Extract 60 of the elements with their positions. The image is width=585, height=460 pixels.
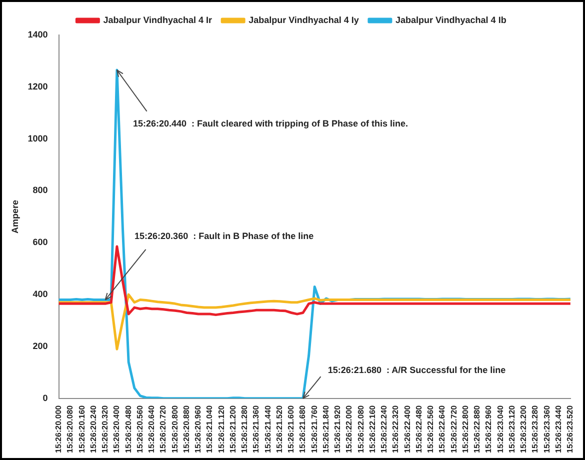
x-tick-label: 15:26:23.360	[542, 404, 552, 453]
x-tick-label: 15:26:20.800	[170, 404, 180, 453]
x-tick-label: 15:26:20.320	[100, 404, 110, 453]
x-tick-label: 15:26:21.040	[205, 404, 214, 453]
y-tick-label: 1400	[28, 29, 48, 40]
x-tick-label: 15:26:20.880	[182, 404, 191, 453]
x-tick-label: 15:26:23.120	[507, 404, 516, 453]
x-tick-label: 15:26:22.960	[484, 404, 494, 453]
legend-label: Jabalpur Vindhyachal 4 Ir	[103, 14, 213, 25]
x-tick-label: 15:26:22.800	[460, 404, 470, 453]
x-tick-label: 15:26:22.560	[426, 404, 436, 453]
x-tick-label: 15:26:23.200	[519, 404, 528, 453]
x-tick-label: 15:26:21.360	[252, 404, 261, 453]
x-tick-label: 15:26:20.160	[77, 404, 86, 453]
annotation: 15:26:21.680 : A/R Successful for the line	[328, 364, 506, 375]
legend-label: Jabalpur Vindhyachal 4 Iy	[248, 14, 359, 25]
x-tick-label: 15:26:22.000	[344, 404, 354, 453]
annotation: 15:26:20.360 : Fault in B Phase of the line	[134, 231, 314, 242]
x-tick-label: 15:26:20.080	[66, 404, 75, 453]
y-axis-title: Ampere	[10, 200, 20, 234]
x-tick-label: 15:26:20.960	[194, 404, 203, 453]
x-tick-label: 15:26:22.240	[380, 404, 389, 453]
annotation: 15:26:20.440 : Fault cleared with tripping of B Phase of this line.	[133, 118, 408, 129]
x-tick-label: 15:26:21.440	[263, 404, 272, 453]
x-tick-label: 15:26:20.400	[112, 404, 122, 453]
x-tick-label: 15:26:20.640	[147, 404, 156, 453]
x-tick-label: 15:26:21.520	[274, 404, 284, 453]
x-tick-label: 15:26:22.480	[414, 404, 424, 453]
x-tick-label: 15:26:20.560	[135, 404, 144, 453]
x-tick-label: 15:26:22.160	[368, 404, 377, 453]
x-tick-label: 15:26:21.600	[286, 404, 296, 453]
x-tick-label: 15:26:22.640	[438, 404, 447, 453]
x-tick-label: 15:26:22.400	[402, 404, 412, 453]
x-tick-label: 15:26:23.040	[496, 404, 505, 453]
x-tick-label: 15:26:21.680	[298, 404, 308, 453]
y-tick-label: 200	[32, 340, 48, 351]
x-tick-label: 15:26:20.480	[124, 404, 133, 453]
x-tick-label: 15:26:21.760	[310, 404, 319, 453]
y-tick-label: 600	[32, 237, 48, 248]
x-tick-label: 15:26:21.120	[216, 404, 226, 453]
y-tick-label: 0	[42, 392, 48, 403]
x-tick-label: 15:26:22.080	[356, 404, 366, 453]
x-tick-label: 15:26:23.280	[530, 404, 540, 453]
legend-label: Jabalpur Vindhyachal 4 Ib	[395, 14, 507, 25]
x-tick-label: 15:26:23.520	[566, 404, 575, 453]
x-tick-label: 15:26:21.840	[321, 404, 330, 453]
y-tick-label: 1000	[28, 133, 48, 144]
x-tick-label: 15:26:20.720	[158, 404, 168, 453]
x-tick-label: 15:26:21.200	[228, 404, 238, 453]
x-tick-label: 15:26:21.280	[240, 404, 250, 453]
x-tick-label: 15:26:20.240	[88, 404, 98, 453]
x-tick-label: 15:26:22.880	[472, 404, 482, 453]
x-tick-label: 15:26:21.920	[333, 404, 342, 453]
y-tick-label: 1200	[28, 81, 48, 92]
x-tick-label: 15:26:22.720	[449, 404, 458, 453]
x-tick-label: 15:26:20.000	[54, 404, 64, 453]
x-tick-label: 15:26:22.320	[391, 404, 400, 453]
y-tick-label: 400	[32, 289, 48, 300]
y-tick-label: 800	[32, 185, 48, 196]
x-tick-label: 15:26:23.440	[554, 404, 563, 453]
